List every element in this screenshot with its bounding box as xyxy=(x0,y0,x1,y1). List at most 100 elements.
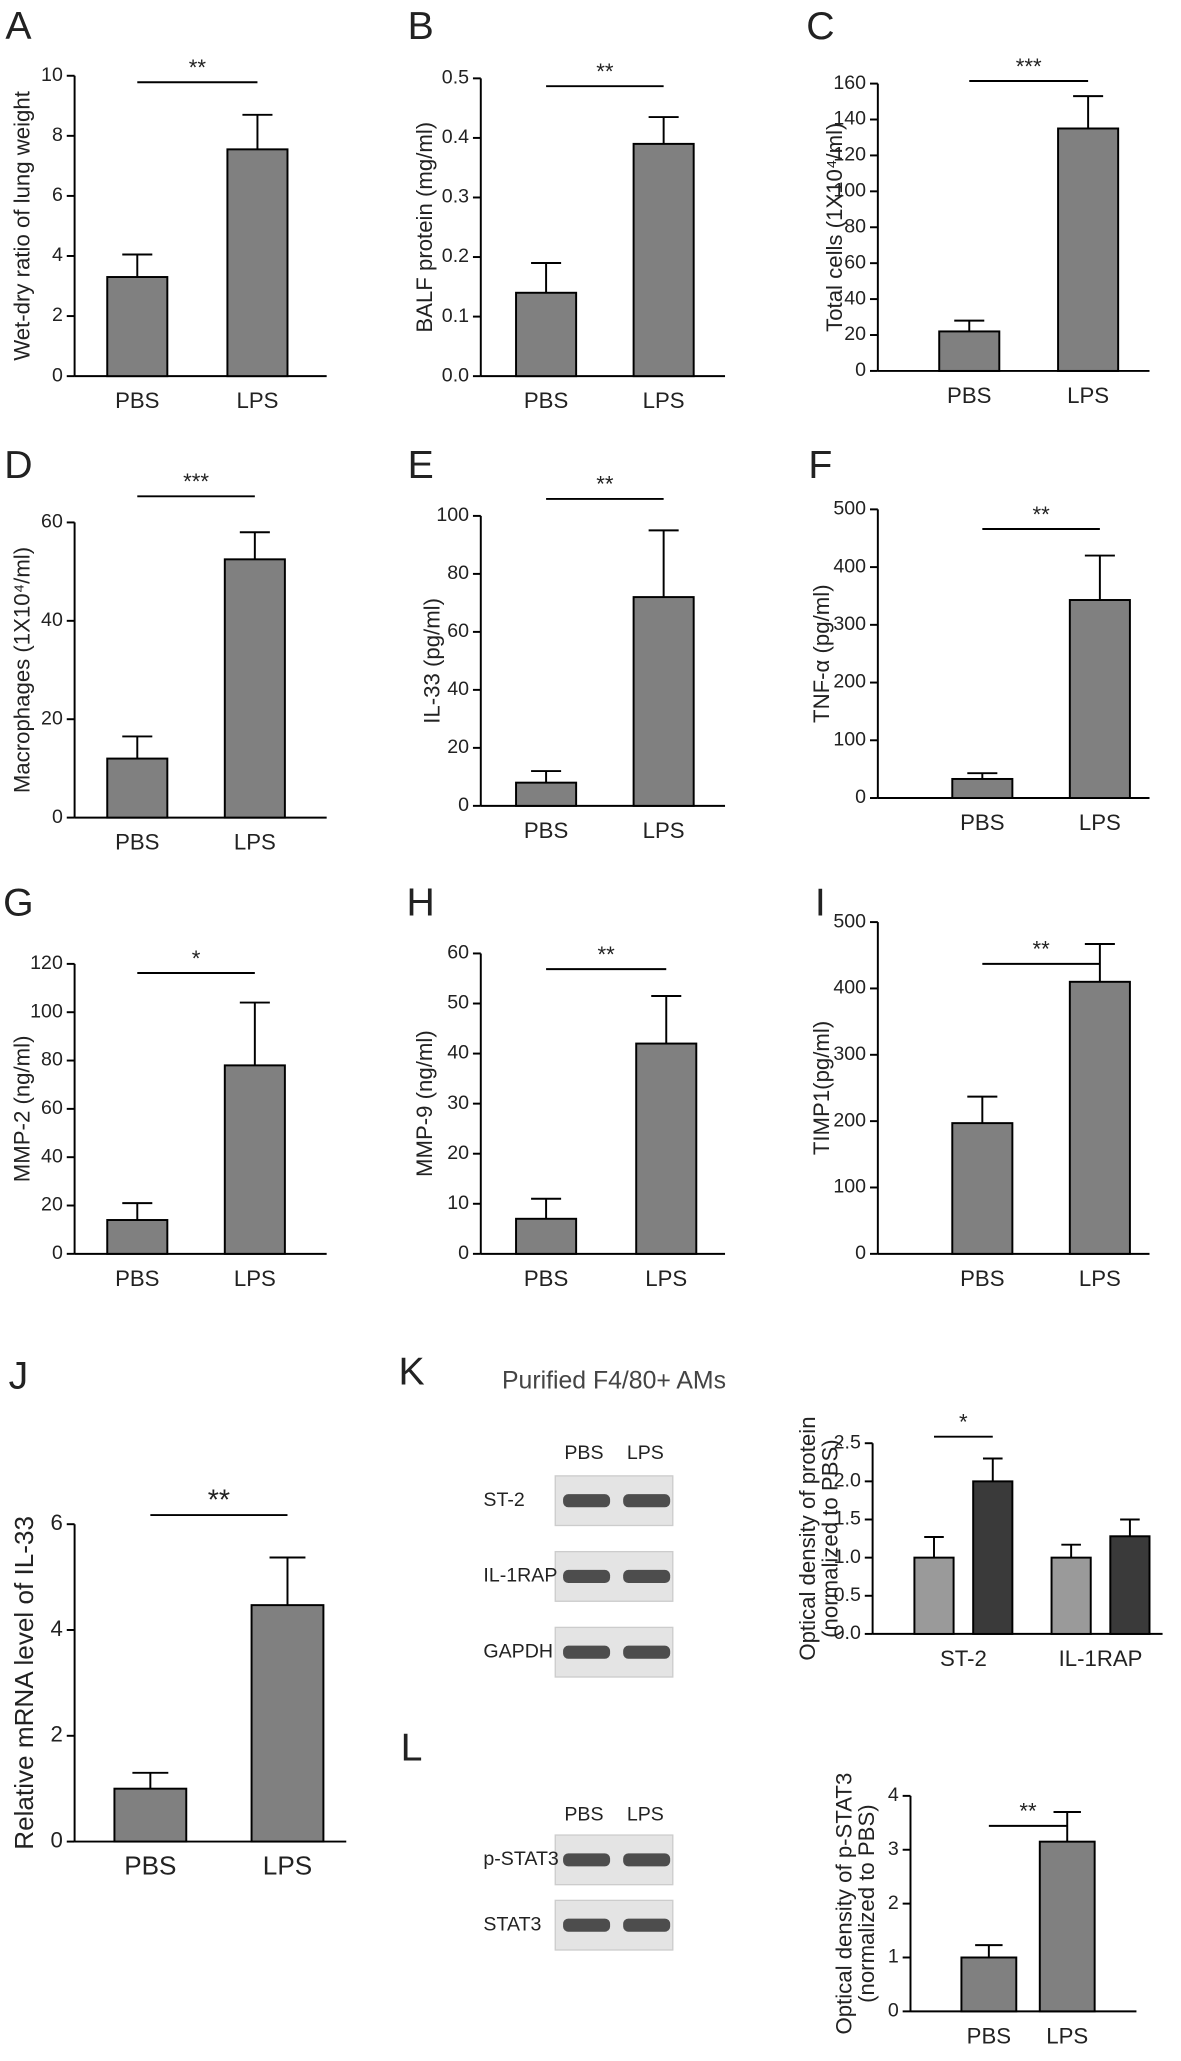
y-tick-label: 140 xyxy=(833,108,866,130)
x-tick-label: LPS xyxy=(645,1266,687,1291)
bar xyxy=(515,781,578,807)
blot-band xyxy=(563,1494,611,1508)
y-tick-label: 40 xyxy=(447,1042,469,1064)
significance-label: * xyxy=(192,946,201,971)
bar xyxy=(913,1556,955,1635)
y-tick-label: 0.4 xyxy=(442,126,469,148)
y-tick-label: 3 xyxy=(888,1838,899,1860)
y-tick-label: 8 xyxy=(52,124,63,146)
y-axis-label: MMP-9 (ng/ml) xyxy=(412,1030,437,1177)
y-axis-label: BALF protein (mg/ml) xyxy=(412,122,437,333)
significance-label: ** xyxy=(208,1485,230,1517)
panel-letter: B xyxy=(408,5,434,48)
y-tick-label: 4 xyxy=(52,244,63,266)
blot-band xyxy=(623,1494,671,1508)
bar xyxy=(632,142,695,378)
y-tick-label: 80 xyxy=(447,562,469,584)
bar xyxy=(1109,1535,1151,1635)
bar xyxy=(106,1219,169,1255)
y-tick-label: 2 xyxy=(52,304,63,326)
x-tick-label: LPS xyxy=(643,818,685,843)
x-tick-label: PBS xyxy=(124,1851,176,1881)
x-tick-label: IL-1RAP xyxy=(1059,1646,1143,1671)
x-tick-label: LPS xyxy=(1079,810,1121,835)
significance-label: ** xyxy=(596,472,614,497)
panel-letter: F xyxy=(808,444,832,487)
y-tick-label: 0.3 xyxy=(442,186,469,208)
blot-title: Purified F4/80+ AMs xyxy=(502,1367,726,1394)
y-tick-label: 80 xyxy=(41,1049,63,1071)
y-tick-label: 10 xyxy=(447,1192,469,1214)
y-tick-label: 20 xyxy=(41,707,63,729)
y-axis-label: TIMP1(pg/ml) xyxy=(809,1021,834,1155)
bar xyxy=(515,1217,578,1255)
y-tick-label: 20 xyxy=(447,736,469,758)
x-tick-label: ST-2 xyxy=(940,1646,987,1671)
y-tick-label: 60 xyxy=(844,251,866,273)
y-tick-label: 60 xyxy=(41,1097,63,1119)
significance-label: ** xyxy=(189,55,207,80)
blot-row-label: ST-2 xyxy=(483,1489,524,1511)
significance-label: ** xyxy=(598,942,616,967)
bar xyxy=(960,1956,1018,2013)
y-tick-label: 0.2 xyxy=(442,245,469,267)
blot-column-label: PBS xyxy=(564,1804,603,1826)
y-tick-label: 100 xyxy=(833,728,866,750)
blot-band xyxy=(623,1853,671,1867)
y-tick-label: 100 xyxy=(833,180,866,202)
y-axis-label: Wet-dry ratio of lung weight xyxy=(10,91,35,361)
y-tick-label: 0 xyxy=(458,1242,469,1264)
bar xyxy=(972,1480,1014,1635)
bar xyxy=(250,1604,325,1843)
y-axis-label: (normalized to PBS) xyxy=(817,1439,842,1638)
x-tick-label: LPS xyxy=(234,830,276,855)
y-axis-label: Macrophages (1X10⁴/ml) xyxy=(10,547,35,793)
y-tick-label: 1 xyxy=(888,1946,899,1968)
bar xyxy=(226,148,289,378)
significance-label: ** xyxy=(1032,937,1050,962)
y-tick-label: 0 xyxy=(52,1242,63,1264)
blot-band xyxy=(623,1569,671,1583)
bar xyxy=(635,1042,698,1255)
y-tick-label: 0.5 xyxy=(442,67,469,89)
y-tick-label: 40 xyxy=(844,287,866,309)
y-tick-label: 2.5 xyxy=(834,1431,861,1453)
blot-column-label: LPS xyxy=(627,1804,664,1826)
bar xyxy=(106,757,169,819)
y-tick-label: 2 xyxy=(888,1892,899,1914)
y-tick-label: 20 xyxy=(41,1194,63,1216)
y-tick-label: 60 xyxy=(447,620,469,642)
y-axis-label: Optical density of protein xyxy=(795,1416,820,1660)
y-tick-label: 120 xyxy=(833,144,866,166)
y-tick-label: 20 xyxy=(447,1142,469,1164)
x-tick-label: PBS xyxy=(524,1266,568,1291)
y-tick-label: 0 xyxy=(855,1242,866,1264)
x-tick-label: LPS xyxy=(1079,1266,1121,1291)
blot-column-label: LPS xyxy=(627,1442,664,1464)
y-tick-label: 80 xyxy=(844,215,866,237)
y-tick-label: 400 xyxy=(833,555,866,577)
blot-band xyxy=(563,1645,611,1659)
blot-band xyxy=(623,1645,671,1659)
panel-letter: E xyxy=(408,444,434,487)
y-tick-label: 10 xyxy=(41,64,63,86)
blot-band xyxy=(563,1853,611,1867)
blot-band xyxy=(623,1918,671,1932)
bar xyxy=(1057,127,1120,372)
y-tick-label: 400 xyxy=(833,977,866,999)
bar xyxy=(951,777,1014,799)
significance-label: *** xyxy=(183,469,209,494)
y-tick-label: 4 xyxy=(50,1616,62,1641)
y-tick-label: 0 xyxy=(52,806,63,828)
y-tick-label: 100 xyxy=(436,504,469,526)
y-tick-label: 2 xyxy=(50,1722,62,1747)
bar xyxy=(223,558,286,819)
y-tick-label: 200 xyxy=(833,1109,866,1131)
y-tick-label: 50 xyxy=(447,992,469,1014)
y-axis-label: MMP-2 (ng/ml) xyxy=(10,1036,35,1183)
y-tick-label: 1.0 xyxy=(834,1546,861,1568)
y-axis-label: (normalized to PBS) xyxy=(854,1804,879,2003)
x-tick-label: PBS xyxy=(524,388,568,413)
